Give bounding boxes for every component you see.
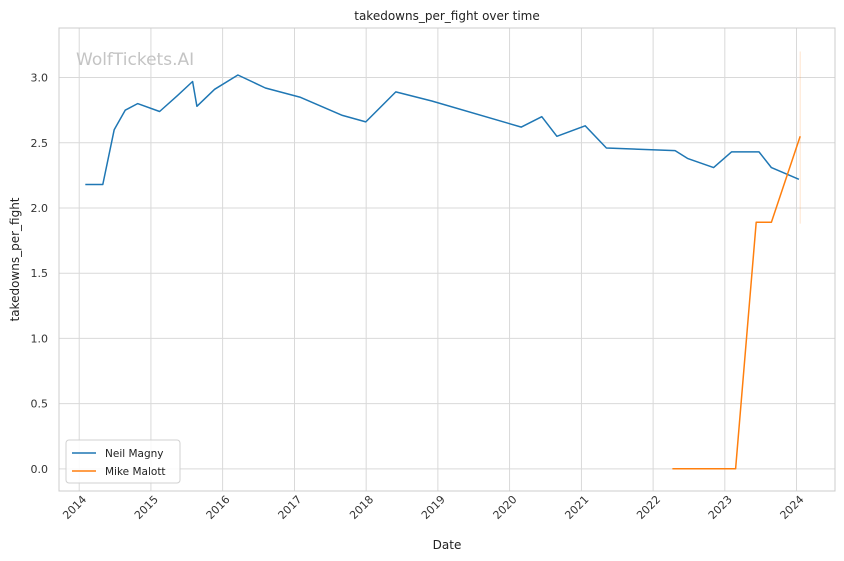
y-tick-label: 1.5 — [31, 267, 49, 280]
x-tick-label: 2014 — [60, 493, 89, 522]
y-tick-label: 1.0 — [31, 332, 49, 345]
x-tick-label: 2015 — [132, 493, 161, 522]
x-tick-label: 2016 — [204, 493, 233, 522]
x-tick-label: 2020 — [491, 493, 520, 522]
x-tick-label: 2017 — [276, 493, 305, 522]
x-tick-label: 2018 — [347, 493, 376, 522]
x-axis-title: Date — [433, 538, 462, 552]
x-tick-label: 2021 — [562, 493, 591, 522]
series-layer — [85, 51, 801, 470]
legend-label-neil-magny: Neil Magny — [105, 448, 164, 460]
x-tick-label: 2023 — [706, 493, 735, 522]
series-line-mike-malott — [672, 136, 801, 470]
series-line-neil-magny — [85, 74, 800, 186]
y-axis-title: takedowns_per_fight — [8, 197, 22, 321]
y-tick-labels: 0.0 0.5 1.0 1.5 2.0 2.5 3.0 — [31, 72, 49, 476]
x-tick-label: 2024 — [778, 493, 807, 522]
x-tick-label: 2019 — [419, 493, 448, 522]
watermark-text: WolfTickets.AI — [76, 50, 194, 70]
y-gridlines — [59, 77, 835, 470]
legend-box — [65, 439, 181, 484]
x-gridlines — [78, 28, 798, 491]
legend: Neil Magny Mike Malott — [65, 439, 181, 484]
y-tick-label: 0.5 — [31, 398, 49, 411]
chart-title: takedowns_per_fight over time — [354, 9, 540, 23]
y-tick-label: 0.0 — [31, 463, 49, 476]
plot-frame — [58, 27, 836, 492]
x-tick-labels: 2014 2015 2016 2017 2018 2019 2020 2021 2022 2023… — [60, 493, 806, 522]
legend-label-mike-malott: Mike Malott — [105, 466, 166, 478]
y-tick-label: 2.5 — [31, 137, 49, 150]
y-tick-label: 2.0 — [31, 202, 49, 215]
y-tick-label: 3.0 — [31, 72, 49, 85]
x-tick-label: 2022 — [634, 493, 663, 522]
